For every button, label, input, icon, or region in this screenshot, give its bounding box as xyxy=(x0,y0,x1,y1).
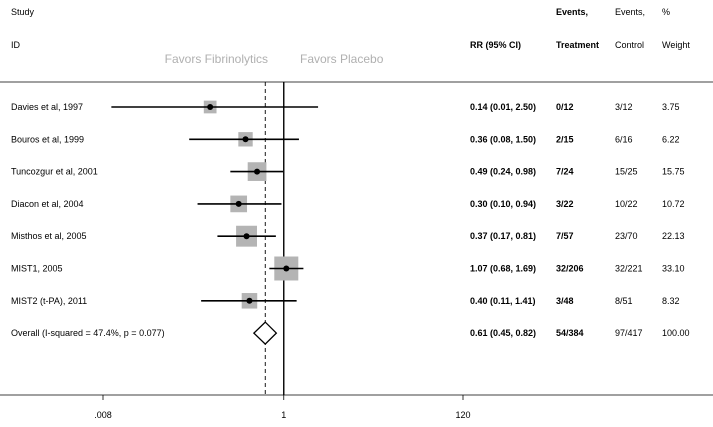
study-label: MIST2 (t-PA), 2011 xyxy=(11,296,87,306)
overall-weight: 100.00 xyxy=(662,328,690,338)
study-row: MIST1, 2005 1.07 (0.68, 1.69) 32/206 32/221… xyxy=(11,256,685,281)
study-weight: 10.72 xyxy=(662,199,685,209)
x-tick-label: 1 xyxy=(281,410,286,420)
header-weight-1: % xyxy=(662,7,670,17)
study-control-events: 6/16 xyxy=(615,134,633,144)
header-weight-2: Weight xyxy=(662,40,690,50)
study-point-estimate xyxy=(243,233,250,240)
favors-right-label: Favors Placebo xyxy=(300,52,384,66)
study-rr-text: 0.36 (0.08, 1.50) xyxy=(470,134,536,144)
study-row: Misthos et al, 2005 0.37 (0.17, 0.81) 7/57… xyxy=(11,225,685,247)
study-label: Misthos et al, 2005 xyxy=(11,231,87,241)
study-rr-text: 0.14 (0.01, 2.50) xyxy=(470,102,536,112)
study-control-events: 3/12 xyxy=(615,102,633,112)
study-weight: 33.10 xyxy=(662,264,685,274)
study-label: Davies et al, 1997 xyxy=(11,102,83,112)
study-treatment-events: 2/15 xyxy=(556,134,574,144)
study-point-estimate xyxy=(242,136,249,143)
header-rr: RR (95% CI) xyxy=(470,40,521,50)
x-tick-label: 120 xyxy=(455,410,470,420)
study-label: Diacon et al, 2004 xyxy=(11,199,84,209)
study-weight: 3.75 xyxy=(662,102,680,112)
header-events-treatment-2: Treatment xyxy=(556,40,599,50)
study-rr-text: 1.07 (0.68, 1.69) xyxy=(470,264,536,274)
study-control-events: 23/70 xyxy=(615,231,638,241)
study-point-estimate xyxy=(254,168,261,175)
study-point-estimate xyxy=(246,297,253,304)
study-control-events: 32/221 xyxy=(615,264,643,274)
study-treatment-events: 3/48 xyxy=(556,296,574,306)
x-tick-label: .008 xyxy=(94,410,112,420)
overall-label: Overall (I-squared = 47.4%, p = 0.077) xyxy=(11,328,165,338)
study-treatment-events: 7/57 xyxy=(556,231,574,241)
header-events-control-1: Events, xyxy=(615,7,645,17)
study-treatment-events: 32/206 xyxy=(556,264,584,274)
study-weight: 15.75 xyxy=(662,167,685,177)
study-label: Tuncozgur et al, 2001 xyxy=(11,167,98,177)
header-study: Study xyxy=(11,7,35,17)
study-row: Bouros et al, 1999 0.36 (0.08, 1.50) 2/15 6… xyxy=(11,132,680,147)
overall-rr-text: 0.61 (0.45, 0.82) xyxy=(470,328,536,338)
study-point-estimate xyxy=(207,104,214,110)
study-rr-text: 0.49 (0.24, 0.98) xyxy=(470,167,536,177)
study-row: MIST2 (t-PA), 2011 0.40 (0.11, 1.41) 3/48 8… xyxy=(11,293,680,309)
header-events-control-2: Control xyxy=(615,40,644,50)
favors-left-label: Favors Fibrinolytics xyxy=(165,52,268,66)
header-events-treatment-1: Events, xyxy=(556,7,588,17)
study-weight: 8.32 xyxy=(662,296,680,306)
study-treatment-events: 0/12 xyxy=(556,102,574,112)
study-point-estimate xyxy=(235,200,242,207)
study-label: Bouros et al, 1999 xyxy=(11,134,84,144)
overall-treatment-events: 54/384 xyxy=(556,328,584,338)
study-rr-text: 0.37 (0.17, 0.81) xyxy=(470,231,536,241)
study-control-events: 15/25 xyxy=(615,167,638,177)
header-id: ID xyxy=(11,40,21,50)
study-rr-text: 0.30 (0.10, 0.94) xyxy=(470,199,536,209)
study-row: Tuncozgur et al, 2001 0.49 (0.24, 0.98) 7/… xyxy=(11,162,685,181)
overall-control-events: 97/417 xyxy=(615,328,643,338)
study-control-events: 10/22 xyxy=(615,199,638,209)
study-treatment-events: 3/22 xyxy=(556,199,574,209)
study-rr-text: 0.40 (0.11, 1.41) xyxy=(470,296,536,306)
overall-diamond xyxy=(252,321,278,346)
study-point-estimate xyxy=(283,265,290,272)
study-label: MIST1, 2005 xyxy=(11,264,63,274)
study-control-events: 8/51 xyxy=(615,296,633,306)
study-weight: 22.13 xyxy=(662,231,685,241)
study-treatment-events: 7/24 xyxy=(556,167,574,177)
overall-row: Overall (I-squared = 47.4%, p = 0.077) 0.… xyxy=(11,321,690,346)
study-row: Diacon et al, 2004 0.30 (0.10, 0.94) 3/22 1… xyxy=(11,195,685,213)
study-row: Davies et al, 1997 0.14 (0.01, 2.50) 0/12 3… xyxy=(11,100,680,114)
study-weight: 6.22 xyxy=(662,134,680,144)
